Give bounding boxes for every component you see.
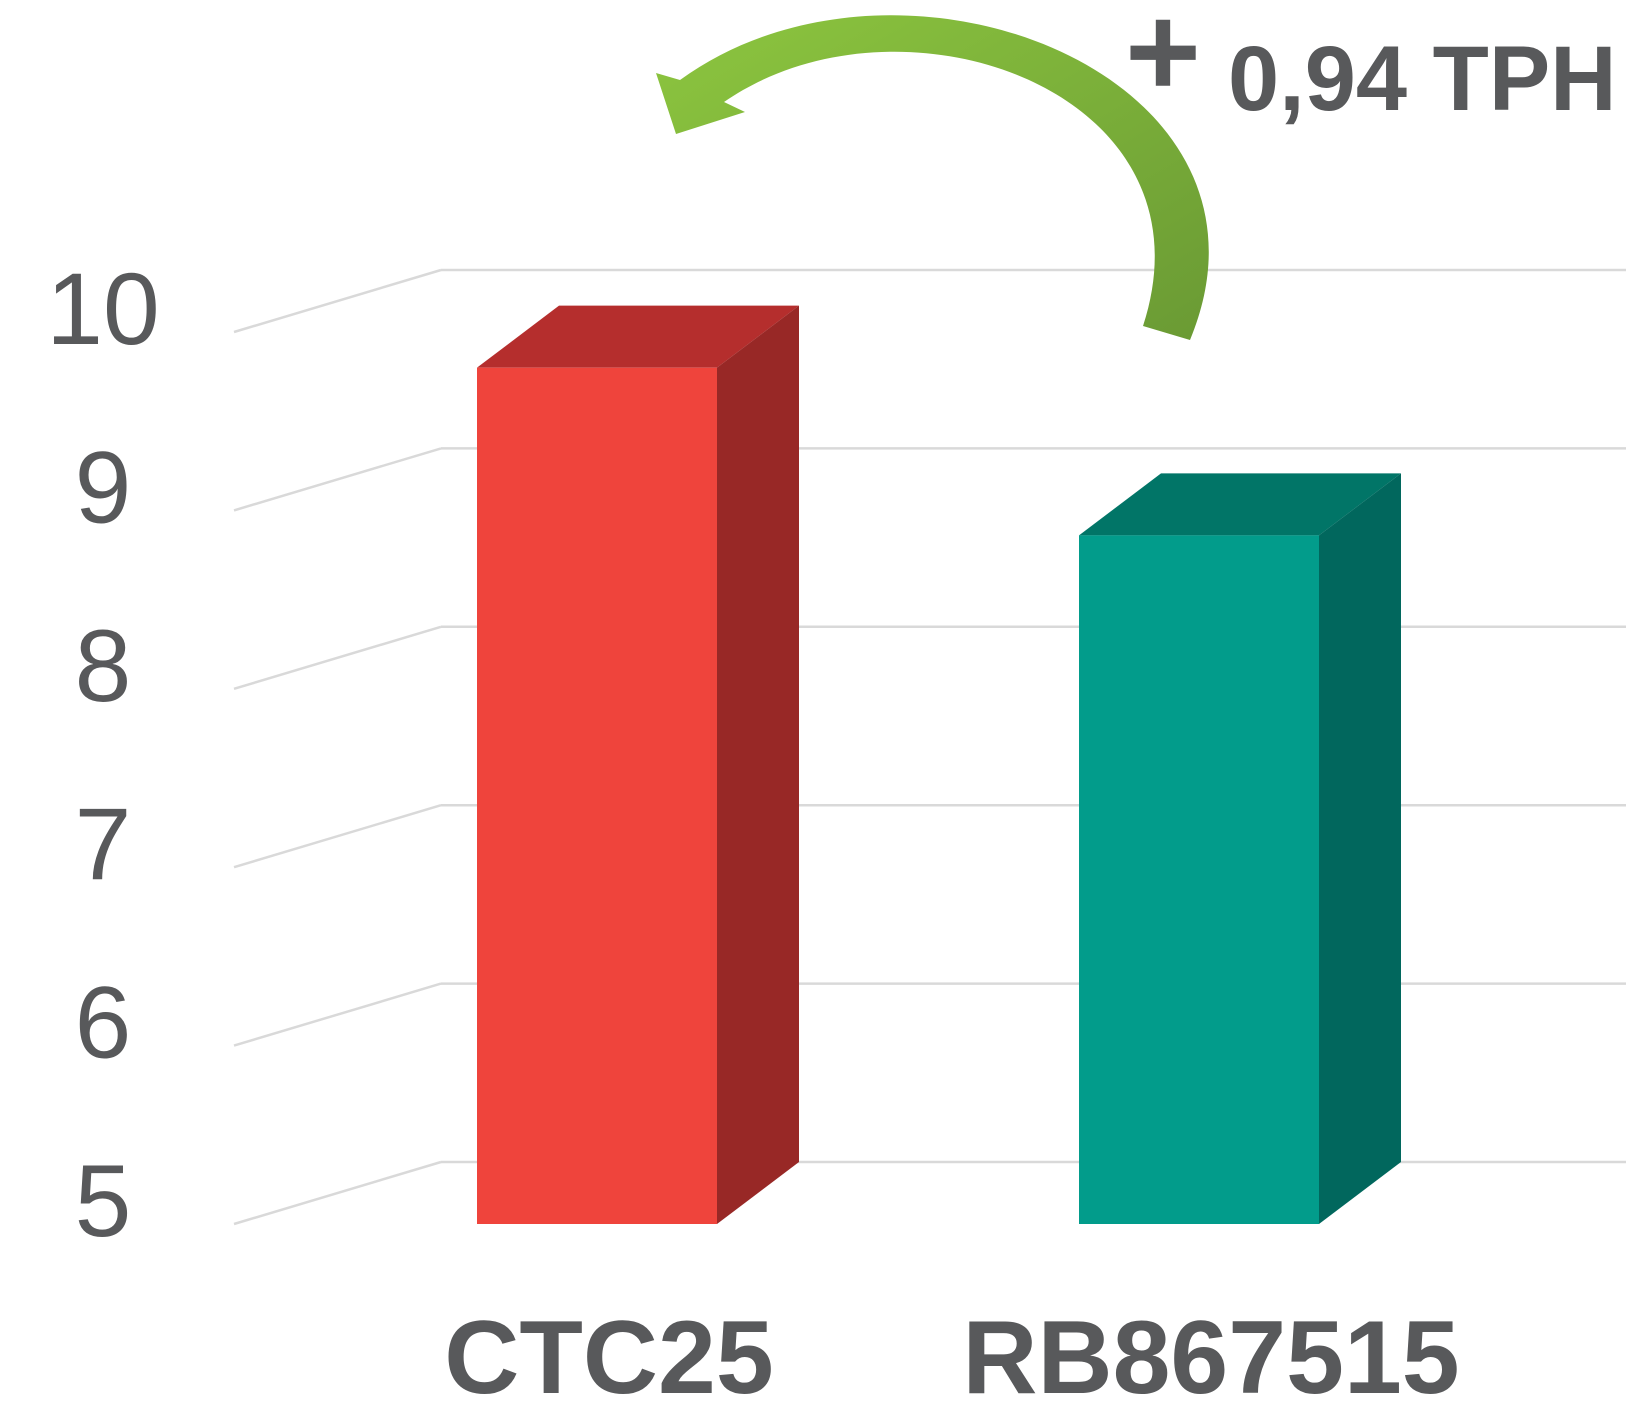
gridline-diagonal <box>233 268 442 334</box>
bar-side-face <box>1319 473 1401 1225</box>
y-axis-ticks: 5 6 7 8 9 10 <box>46 252 159 1258</box>
gridline-diagonal <box>233 447 442 512</box>
bar-top-face <box>1079 473 1401 536</box>
bar-ctc25 <box>477 305 799 1224</box>
bar-front-face <box>477 367 717 1224</box>
y-tick-label: 9 <box>75 430 132 544</box>
bar-front-face <box>1079 535 1319 1224</box>
x-category-label: CTC25 <box>444 1300 773 1409</box>
y-tick-label: 6 <box>75 966 132 1080</box>
difference-annotation: + 0,94 TPH <box>656 0 1617 340</box>
bars <box>477 305 1401 1225</box>
gridline-diagonal <box>233 1160 442 1226</box>
gridlines <box>233 268 1626 1226</box>
bar-top-face <box>477 305 799 368</box>
curved-arrow-icon <box>656 15 1209 340</box>
y-tick-label: 8 <box>75 609 132 723</box>
y-tick-label: 5 <box>75 1144 132 1258</box>
y-tick-label: 7 <box>75 787 132 901</box>
bar-rb867515 <box>1079 473 1401 1225</box>
x-axis-categories: CTC25 RB867515 <box>444 1300 1459 1409</box>
y-tick-label: 10 <box>46 252 159 366</box>
annotation-label: 0,94 TPH <box>1228 28 1617 130</box>
gridline-diagonal <box>233 982 442 1047</box>
annotation-sign: + <box>1125 0 1201 124</box>
bar-side-face <box>717 305 799 1224</box>
x-category-label: RB867515 <box>962 1300 1459 1409</box>
gridline-diagonal <box>233 625 442 690</box>
gridline-diagonal <box>233 804 442 869</box>
